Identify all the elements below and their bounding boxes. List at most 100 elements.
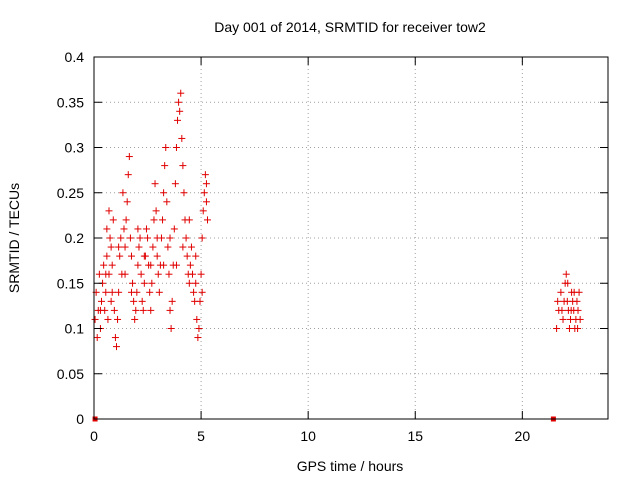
data-point	[172, 261, 180, 269]
data-point	[127, 252, 135, 260]
data-point	[553, 325, 561, 332]
data-point	[117, 234, 125, 242]
data-point	[114, 315, 122, 323]
data-point	[108, 261, 116, 269]
data-point	[140, 252, 148, 260]
data-point	[115, 288, 123, 296]
data-point	[102, 270, 110, 278]
data-point	[573, 297, 581, 305]
data-point	[121, 243, 129, 251]
data-point	[161, 162, 169, 170]
data-point	[103, 225, 111, 233]
data-point	[112, 343, 120, 351]
data-point	[107, 243, 115, 251]
data-point	[136, 234, 144, 242]
data-point	[125, 153, 133, 161]
data-point	[105, 207, 113, 215]
data-point	[123, 198, 131, 206]
x-axis-label: GPS time / hours	[297, 458, 404, 474]
data-point	[570, 288, 578, 296]
data-point	[91, 315, 99, 323]
data-points	[91, 89, 584, 422]
data-point	[567, 306, 575, 314]
data-point	[166, 234, 174, 242]
data-point	[204, 216, 212, 224]
data-point	[153, 234, 161, 242]
data-point	[163, 198, 171, 206]
data-point	[182, 234, 190, 242]
data-point	[202, 180, 210, 188]
data-point	[124, 171, 132, 179]
data-point	[137, 270, 145, 278]
data-point	[194, 334, 202, 342]
data-point	[139, 306, 147, 314]
data-point	[154, 270, 162, 278]
data-point	[180, 189, 188, 197]
chart-title: Day 001 of 2014, SRMTID for receiver tow…	[214, 19, 486, 35]
data-point	[122, 216, 130, 224]
data-point	[170, 225, 178, 233]
data-point	[102, 288, 110, 296]
data-point	[189, 270, 197, 278]
data-point	[155, 288, 163, 296]
data-point	[127, 288, 135, 296]
y-tick-label: 0.3	[65, 140, 85, 156]
data-point	[100, 261, 108, 269]
data-point	[149, 243, 157, 251]
data-point	[560, 297, 568, 305]
data-point	[174, 116, 182, 124]
data-point	[138, 297, 146, 305]
data-point	[151, 180, 159, 188]
data-point	[179, 162, 187, 170]
y-axis-label: SRMTID / TECUs	[6, 183, 22, 293]
data-point	[557, 288, 565, 296]
data-point	[187, 243, 195, 251]
data-point	[103, 252, 111, 260]
data-point	[201, 171, 209, 179]
data-point	[160, 261, 168, 269]
data-point	[202, 198, 210, 206]
data-point	[147, 306, 155, 314]
data-point	[177, 89, 185, 97]
data-point	[168, 297, 176, 305]
data-point	[130, 297, 138, 305]
data-point	[104, 315, 112, 323]
data-point	[95, 270, 103, 278]
y-tick-label: 0.4	[65, 49, 85, 65]
data-point	[115, 243, 123, 251]
data-point	[132, 306, 140, 314]
data-point	[120, 225, 128, 233]
data-point	[93, 334, 101, 342]
data-point	[96, 306, 104, 314]
data-point	[564, 279, 572, 287]
x-tick-label: 0	[90, 428, 98, 444]
y-tick-label: 0.2	[65, 230, 85, 246]
x-tick-label: 15	[407, 428, 423, 444]
data-point	[121, 270, 129, 278]
x-tick-label: 10	[300, 428, 316, 444]
data-point	[135, 243, 143, 251]
data-point	[195, 325, 203, 332]
data-point	[198, 288, 206, 296]
data-point	[164, 243, 172, 251]
data-point	[562, 270, 570, 278]
data-point	[147, 261, 155, 269]
data-point	[176, 107, 184, 115]
data-point	[152, 207, 160, 215]
data-point	[193, 315, 201, 323]
data-point	[178, 134, 186, 142]
data-point	[162, 144, 170, 151]
data-point	[192, 252, 200, 260]
data-point	[107, 297, 115, 305]
data-point	[576, 315, 584, 323]
data-point	[179, 243, 187, 251]
y-tick-label: 0.25	[57, 185, 84, 201]
data-point	[171, 180, 179, 188]
data-point	[172, 144, 180, 151]
data-point	[106, 234, 114, 242]
y-tick-label: 0.1	[65, 321, 85, 337]
y-tick-label: 0.15	[57, 275, 84, 291]
y-tick-label: 0.05	[57, 366, 84, 382]
data-point	[199, 207, 207, 215]
data-point	[160, 189, 168, 197]
